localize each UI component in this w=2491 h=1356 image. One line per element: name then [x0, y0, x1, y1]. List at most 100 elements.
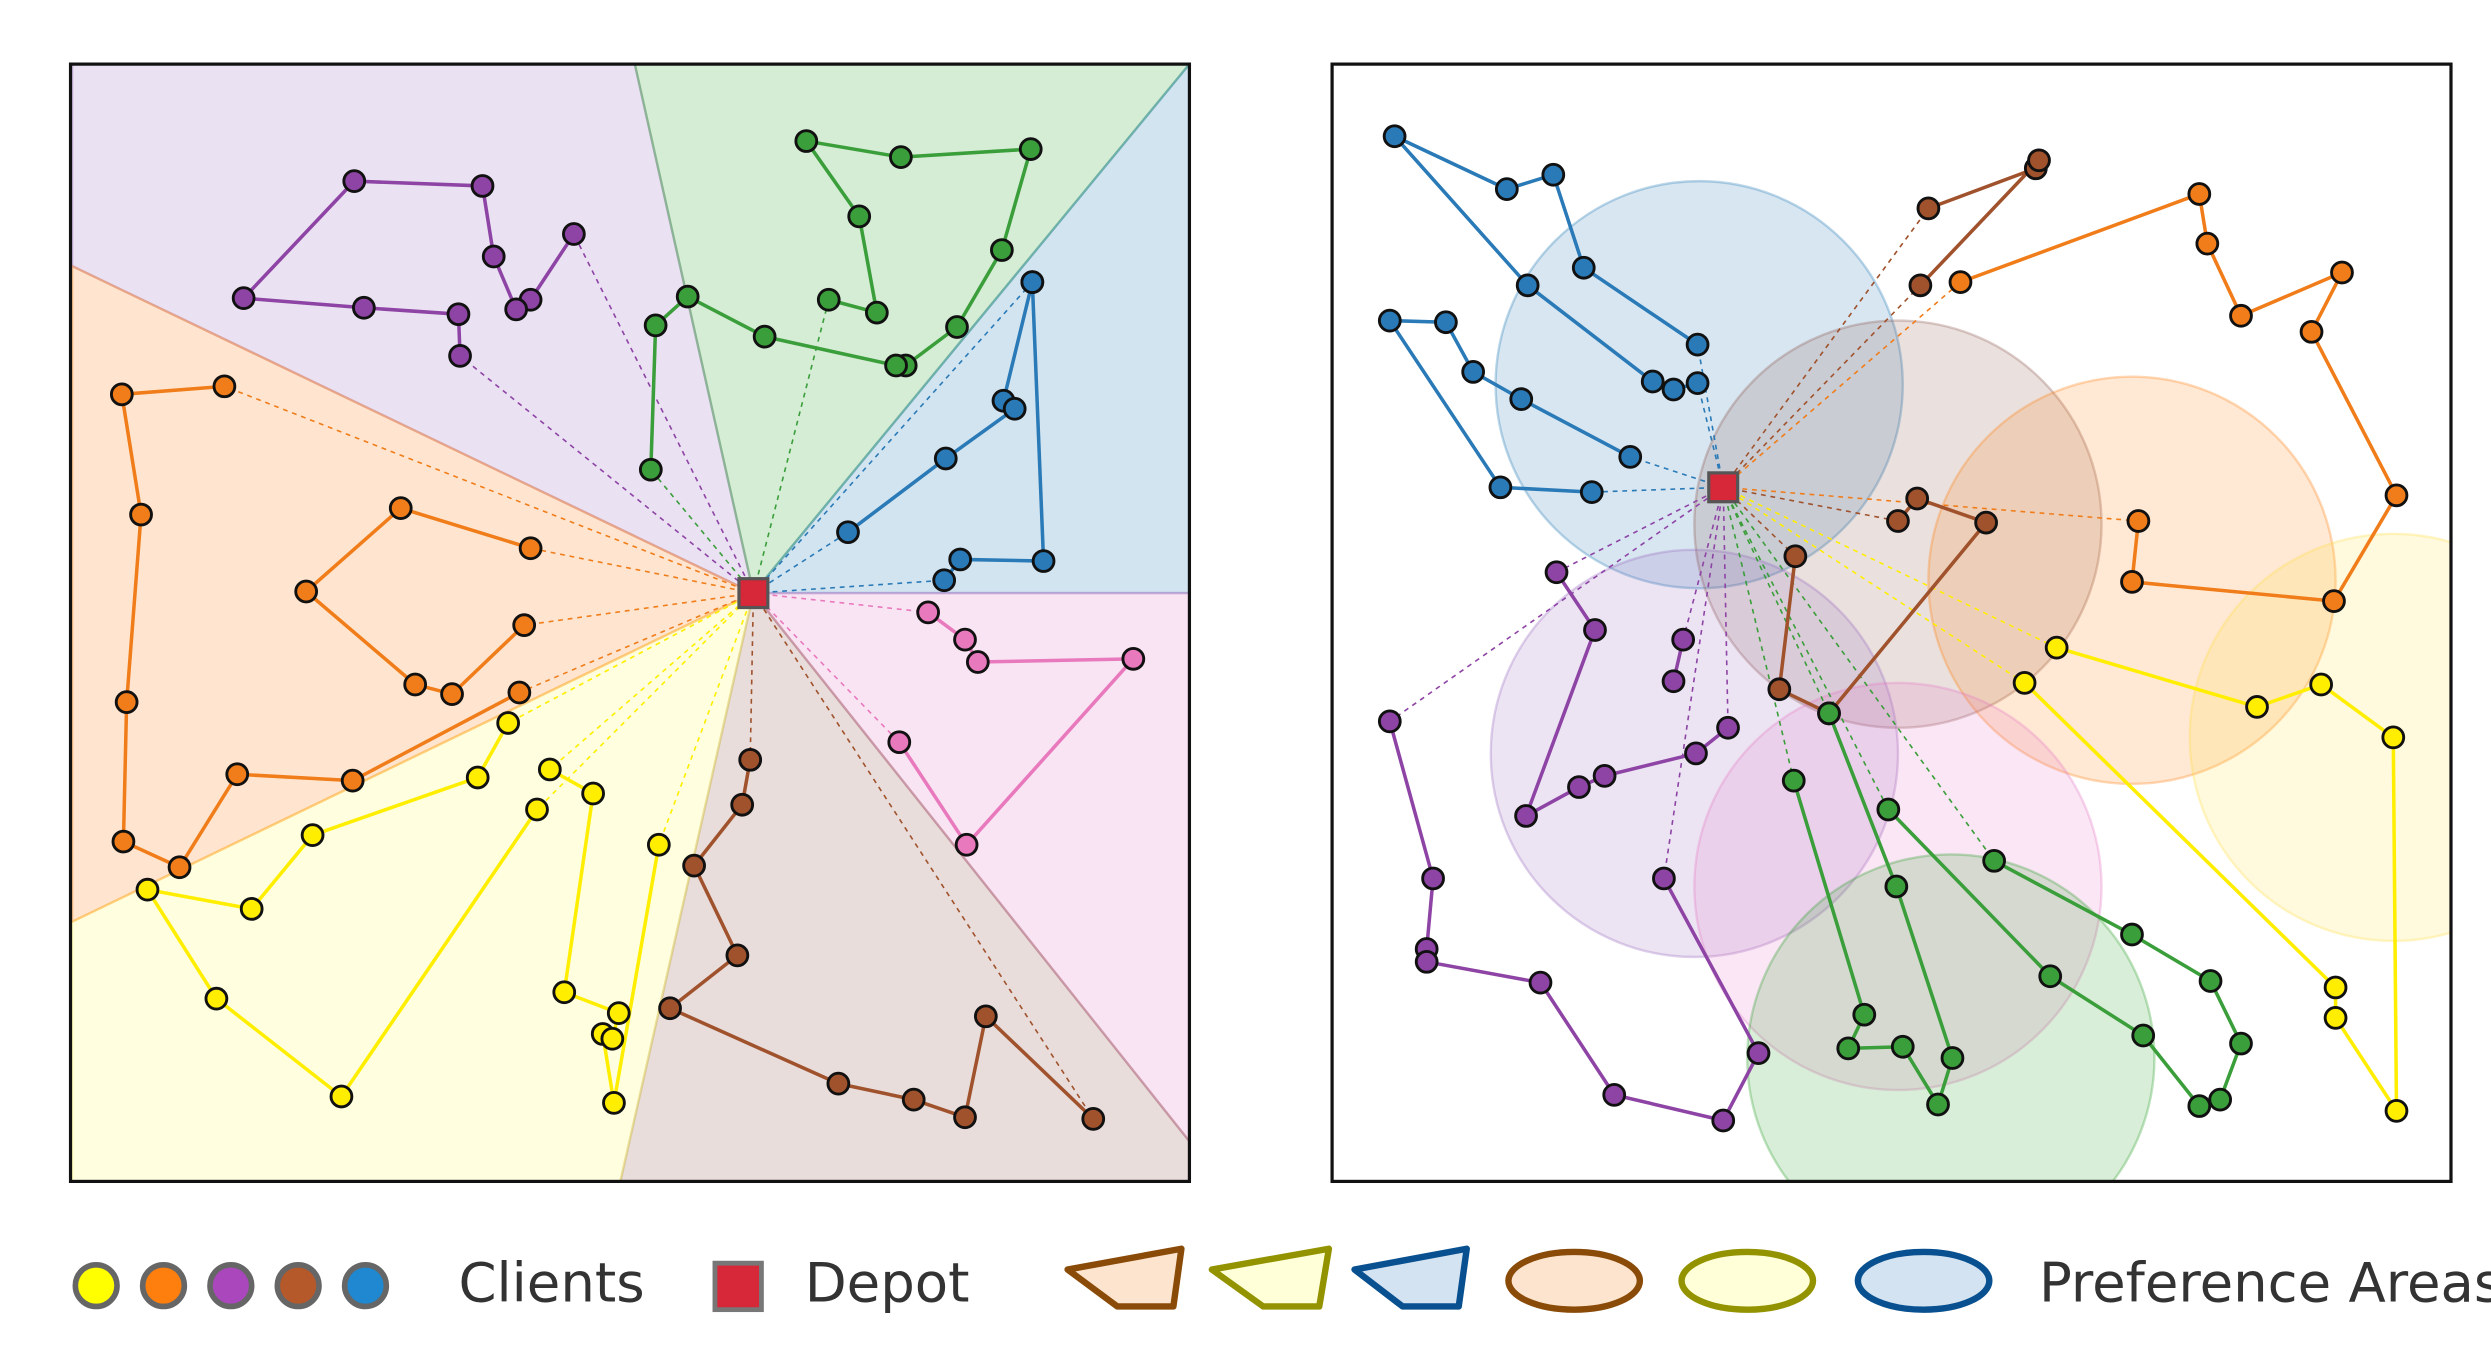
client-point	[1081, 1107, 1106, 1131]
legend-client-marker	[139, 1261, 188, 1310]
left-panel	[68, 62, 1192, 1184]
client-point	[948, 547, 973, 572]
client-point	[562, 222, 586, 246]
client-point	[1884, 874, 1909, 899]
client-point	[1640, 369, 1665, 394]
client-point	[1544, 560, 1569, 585]
client-point	[525, 797, 549, 822]
client-point	[643, 313, 668, 338]
depot-link	[1722, 487, 1729, 728]
legend-areas-label: Preference Areas	[2039, 1251, 2491, 1315]
client-point	[1002, 396, 1027, 421]
client-point	[2044, 635, 2069, 660]
depot-link	[1663, 487, 1725, 879]
client-point	[2187, 1094, 2212, 1118]
legend-area-ellipse	[1854, 1248, 1993, 1313]
client-point	[1414, 949, 1439, 974]
client-point	[1908, 273, 1933, 298]
depot-link	[753, 579, 945, 594]
client-point	[1031, 549, 1056, 573]
client-point	[2120, 570, 2144, 594]
client-point	[2323, 975, 2348, 1000]
depot-link	[524, 592, 754, 626]
client-point	[646, 832, 671, 857]
client-point	[496, 711, 521, 735]
client-point	[916, 600, 940, 625]
client-point	[933, 446, 958, 471]
depot-link	[1696, 382, 1725, 488]
right-panel	[1330, 62, 2453, 1184]
legend-area-swatches	[1064, 1245, 1993, 1313]
client-point	[658, 996, 682, 1021]
client-point	[965, 650, 990, 674]
client-point	[1020, 270, 1045, 294]
client-point	[1421, 866, 1445, 891]
client-point	[352, 295, 376, 320]
depot-link	[753, 592, 929, 614]
client-point	[1982, 848, 2006, 873]
depot-link	[507, 592, 754, 724]
client-point	[1509, 387, 1534, 412]
client-point	[1541, 162, 1566, 187]
right-depot-links	[1389, 207, 2139, 879]
client-point	[1018, 137, 1043, 161]
client-point	[1571, 255, 1596, 280]
client-point	[225, 762, 250, 787]
client-point	[932, 568, 957, 593]
client-point	[1716, 715, 1740, 740]
client-point	[725, 943, 750, 968]
preference-sector	[619, 590, 1190, 1182]
depot-link	[658, 592, 755, 846]
depot-link	[536, 592, 754, 811]
legend-area-ellipse	[1678, 1248, 1817, 1313]
client-point	[581, 781, 605, 806]
client-point	[638, 457, 663, 482]
legend-client-marker	[274, 1261, 322, 1310]
route-line	[942, 282, 1046, 582]
client-point	[945, 315, 969, 339]
client-point	[990, 238, 1014, 262]
depot-marker	[737, 577, 770, 610]
route-line	[668, 759, 1095, 1121]
depot-link	[549, 592, 754, 771]
client-point	[2027, 148, 2051, 173]
preference-sector	[633, 64, 1190, 596]
client-point	[1940, 1046, 1965, 1070]
client-point	[231, 286, 256, 311]
preference-sector	[70, 64, 756, 596]
client-point	[1661, 377, 1686, 402]
client-point	[1746, 1041, 1771, 1066]
preference-sector	[750, 591, 1190, 1144]
left-routes	[120, 139, 1136, 1121]
client-point	[294, 579, 319, 604]
client-point	[135, 877, 160, 902]
client-point	[2195, 231, 2220, 256]
client-point	[167, 855, 192, 880]
client-point	[1377, 308, 1402, 333]
legend-area-ellipse	[1505, 1248, 1644, 1313]
route-line	[304, 506, 532, 696]
client-point	[889, 145, 913, 169]
client-point	[973, 1004, 998, 1029]
depot-link	[1722, 281, 1961, 488]
client-point	[440, 682, 464, 706]
client-point	[752, 324, 777, 349]
legend-area-quad	[1064, 1245, 1185, 1310]
client-point	[1377, 709, 1402, 734]
depot-link	[1722, 486, 2057, 649]
client-point	[794, 129, 819, 153]
client-point	[403, 672, 428, 697]
client-point	[954, 832, 979, 857]
client-point	[884, 353, 908, 378]
client-point	[1916, 196, 1941, 221]
client-point	[1876, 797, 1901, 822]
right-panel-frame	[1330, 62, 2453, 1184]
client-point	[2198, 969, 2223, 993]
client-point	[2187, 182, 2212, 206]
depot-link	[1389, 486, 1724, 723]
client-point	[512, 613, 537, 638]
client-point	[1514, 804, 1538, 828]
depot-link	[1682, 487, 1725, 640]
depot-link	[752, 592, 900, 743]
depot-link	[519, 592, 754, 694]
